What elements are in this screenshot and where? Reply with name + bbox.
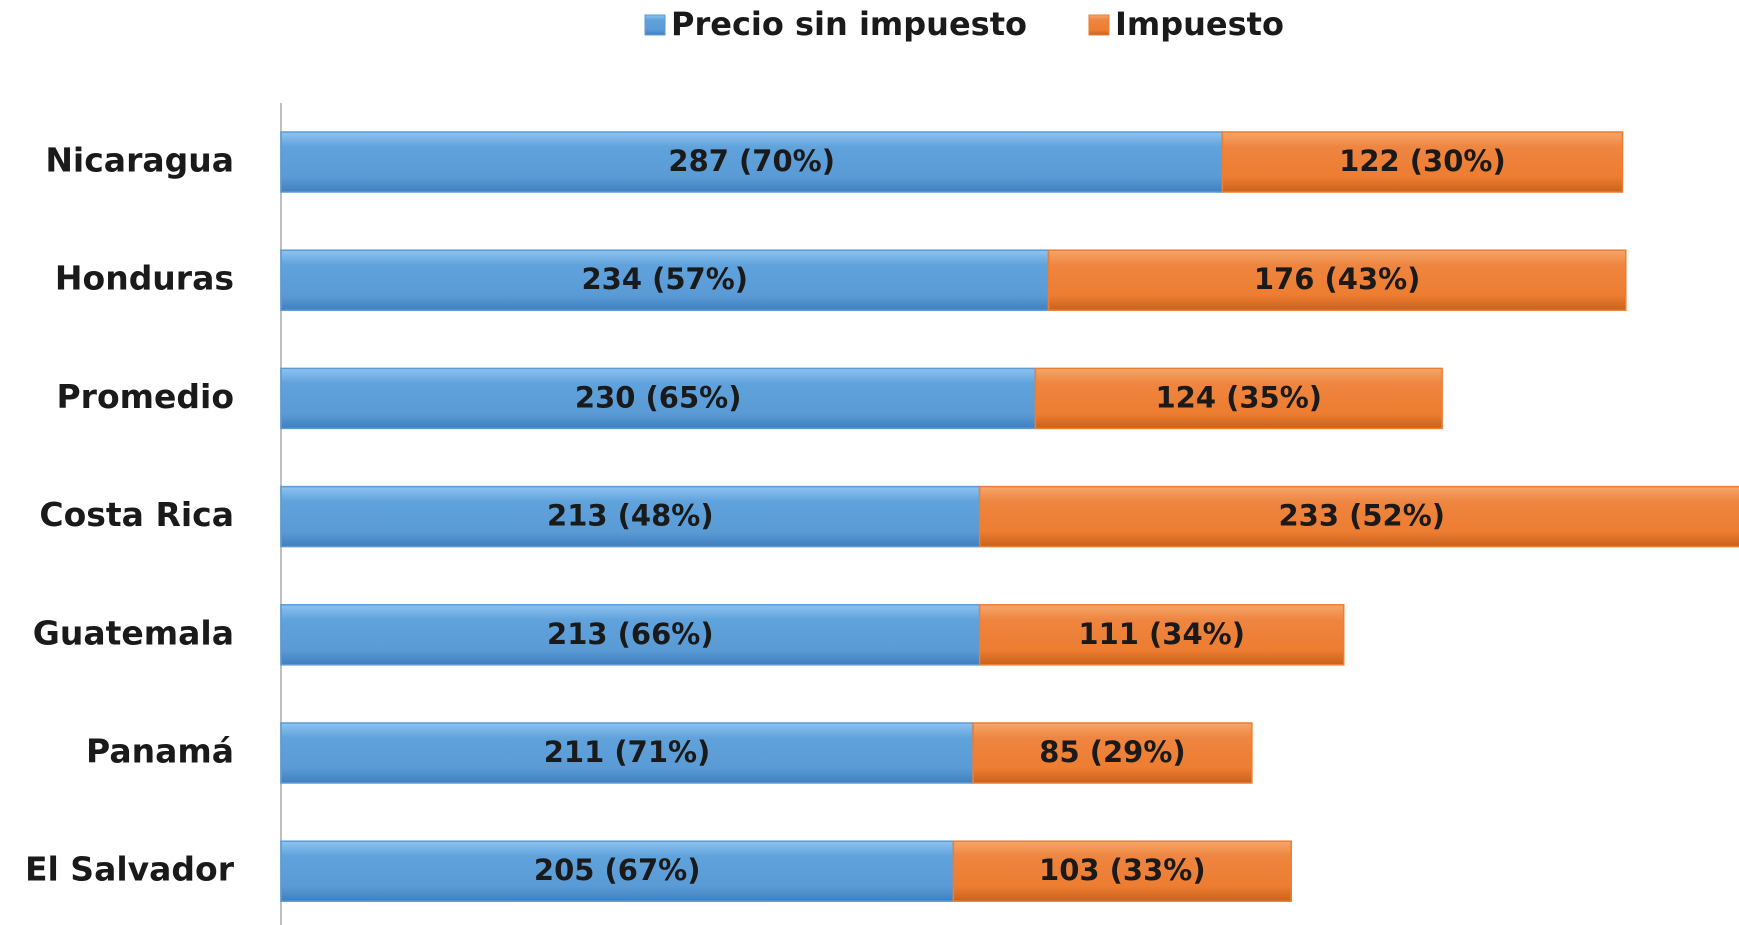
legend-swatch [644, 14, 666, 36]
category-label: Costa Rica [39, 495, 234, 534]
legend-label: Impuesto [1115, 5, 1284, 43]
data-label: 233 (52%) [1278, 499, 1445, 533]
data-label: 176 (43%) [1254, 262, 1421, 296]
data-label: 205 (67%) [534, 853, 701, 887]
category-label: Nicaragua [45, 141, 234, 180]
data-label: 213 (66%) [547, 617, 714, 651]
data-label: 103 (33%) [1039, 853, 1206, 887]
category-label: Honduras [55, 259, 234, 298]
legend-label: Precio sin impuesto [671, 5, 1027, 43]
bar-segment [978, 485, 1739, 548]
bar-segment [280, 722, 974, 784]
bar-segment [952, 840, 1292, 902]
data-label: 234 (57%) [581, 262, 748, 296]
data-label: 111 (34%) [1078, 617, 1245, 651]
data-label: 122 (30%) [1339, 144, 1506, 178]
bar-segment [972, 722, 1253, 784]
data-label: 287 (70%) [668, 144, 835, 178]
category-label: El Salvador [25, 850, 235, 889]
data-label: 211 (71%) [544, 735, 711, 769]
bar-segment [1047, 249, 1627, 311]
category-label: Promedio [56, 377, 234, 416]
category-label: Guatemala [33, 613, 234, 652]
data-label: 230 (65%) [575, 380, 742, 414]
data-label: 124 (35%) [1155, 380, 1322, 414]
data-label: 85 (29%) [1039, 735, 1185, 769]
bar-segment [1221, 131, 1624, 193]
bar-segment [978, 604, 1345, 666]
data-label: 213 (48%) [547, 499, 714, 533]
bar-segment [1034, 367, 1443, 430]
legend-swatch [1088, 14, 1110, 36]
category-label: Panamá [86, 732, 234, 771]
bar-segment [280, 249, 1050, 311]
